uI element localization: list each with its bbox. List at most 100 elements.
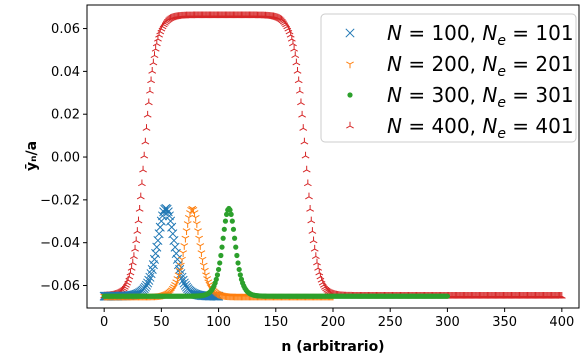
- y-tick-label: 0.00: [51, 151, 80, 166]
- data-point: [203, 276, 212, 283]
- data-point: [232, 235, 238, 241]
- data-point: [315, 268, 324, 276]
- data-point: [136, 192, 145, 200]
- data-point: [229, 218, 235, 224]
- data-point: [146, 86, 154, 94]
- data-point: [156, 216, 166, 226]
- data-point: [194, 228, 202, 235]
- data-point: [215, 266, 222, 273]
- data-point: [310, 244, 319, 252]
- data-point: [149, 58, 158, 66]
- data-point: [131, 244, 139, 252]
- y-tick-label: 0.02: [51, 108, 80, 123]
- data-point: [287, 34, 296, 42]
- data-point: [151, 44, 160, 52]
- y-tick-label: 0.04: [51, 65, 80, 80]
- data-point: [180, 243, 189, 250]
- x-tick-label: 150: [263, 315, 288, 330]
- x-tick-label: 100: [206, 315, 231, 330]
- data-point: [237, 272, 243, 278]
- data-point: [313, 258, 321, 266]
- legend-item: N = 100, Ne = 101: [345, 21, 574, 49]
- x-tick-label: 300: [435, 315, 460, 330]
- legend-item: N = 200, Ne = 201: [346, 52, 574, 80]
- data-point: [285, 27, 294, 35]
- legend-marker: [346, 61, 354, 69]
- data-point: [289, 39, 297, 47]
- data-point: [144, 98, 153, 106]
- data-point: [234, 252, 240, 259]
- y-axis: −0.06 −0.04 −0.02 0.00 0.02 0.04 0.06: [40, 22, 87, 294]
- x-tick-label: 350: [492, 315, 517, 330]
- data-point: [311, 252, 320, 259]
- data-point: [182, 228, 191, 235]
- data-point: [140, 282, 150, 292]
- data-point: [132, 236, 141, 244]
- data-point: [228, 211, 234, 217]
- data-point: [173, 276, 182, 283]
- data-point: [291, 51, 300, 59]
- y-tick-label: −0.04: [40, 236, 80, 251]
- data-point: [292, 58, 301, 66]
- data-point: [199, 262, 208, 270]
- legend-box: [320, 13, 577, 143]
- data-point: [316, 272, 325, 280]
- data-point: [149, 254, 160, 264]
- data-point: [142, 124, 151, 131]
- data-point: [145, 272, 155, 282]
- data-point: [148, 66, 157, 74]
- data-point: [172, 254, 182, 264]
- data-point: [179, 250, 188, 257]
- data-point: [284, 24, 293, 32]
- legend-label: N = 300, Ne = 301: [387, 83, 574, 111]
- data-point: [227, 207, 233, 213]
- data-point: [308, 227, 317, 234]
- data-point: [302, 165, 311, 173]
- data-point: [135, 205, 144, 212]
- data-point: [171, 282, 180, 289]
- data-point: [195, 235, 204, 243]
- data-point: [233, 244, 239, 250]
- legend-label: N = 100, Ne = 101: [387, 21, 574, 49]
- data-point: [143, 278, 153, 288]
- data-point: [306, 205, 315, 212]
- data-point: [309, 236, 318, 244]
- data-point: [230, 226, 237, 232]
- y-tick-label: −0.06: [40, 279, 80, 294]
- data-point: [143, 110, 152, 118]
- data-point: [150, 51, 159, 59]
- data-point: [139, 165, 147, 173]
- series-3: [101, 205, 451, 299]
- data-point: [126, 268, 135, 276]
- data-point: [144, 275, 154, 285]
- data-point: [314, 264, 323, 271]
- data-point: [181, 235, 190, 243]
- data-point: [214, 272, 221, 278]
- y-axis-label: ȳₙ/a: [24, 141, 40, 171]
- data-point: [301, 151, 310, 159]
- data-point: [222, 218, 229, 224]
- data-point: [171, 248, 181, 259]
- x-tick-label: 0: [100, 315, 108, 330]
- data-point: [128, 258, 137, 266]
- legend-marker: [345, 28, 355, 38]
- data-point: [155, 222, 165, 232]
- data-point: [217, 260, 223, 266]
- data-point: [197, 250, 206, 257]
- x-axis: 0 50 100 150 200 250 300 350 400: [100, 308, 574, 330]
- chart-marks: [99, 11, 566, 301]
- data-point: [219, 244, 225, 250]
- data-point: [286, 30, 295, 38]
- data-point: [147, 76, 155, 84]
- data-point: [196, 243, 205, 250]
- data-point: [307, 216, 316, 224]
- data-point: [192, 221, 201, 228]
- data-point: [299, 124, 308, 131]
- data-point: [190, 210, 199, 217]
- data-point: [179, 278, 189, 288]
- data-point: [165, 216, 176, 226]
- data-point: [220, 235, 226, 241]
- data-point: [295, 86, 304, 94]
- data-point: [141, 280, 152, 290]
